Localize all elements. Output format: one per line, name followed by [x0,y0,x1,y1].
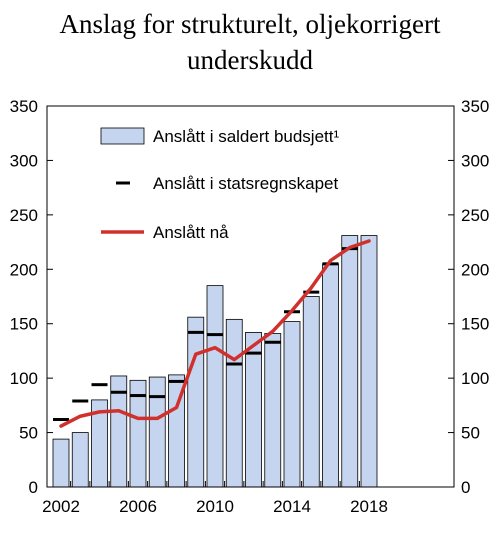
y-tick-label-right: 250 [461,206,489,225]
y-tick-label-right: 200 [461,260,489,279]
line-series [59,239,371,428]
x-tick-label-2010: 2010 [196,497,234,516]
bar-2010 [206,285,224,488]
y-tick-label-right: 150 [461,315,489,334]
legend-swatch-bar [100,127,145,145]
chart-title-line-1: Anslag for strukturelt, oljekorrigert [59,9,441,39]
bar-2007 [148,376,166,488]
legend-label-bar: Anslått i saldert budsjett¹ [153,127,339,146]
legend-label-line: Anslått nå [153,223,229,242]
y-tick-label-left: 0 [29,478,38,497]
chart-title: Anslag for strukturelt, oljekorrigert un… [0,6,500,78]
y-tick-label-left: 350 [10,97,38,116]
bar-2015 [302,296,320,488]
x-tick-label-2006: 2006 [119,497,157,516]
y-tick-label-left: 150 [10,315,38,334]
bar-2013 [264,333,282,488]
y-tick-label-right: 350 [461,97,489,116]
y-tick-label-left: 300 [10,151,38,170]
bar-2009 [187,316,205,488]
y-tick-label-right: 300 [461,151,489,170]
legend-label-marker: Anslått i statsregnskapet [153,174,338,193]
bar-2014 [283,321,301,488]
bar-2016 [322,263,339,488]
bar-2012 [245,332,262,488]
y-tick-label-left: 200 [10,260,38,279]
y-tick-label-right: 0 [461,478,470,497]
legend: Anslått i saldert budsjett¹ Anslått i sta… [100,127,339,242]
plot-frame [46,105,455,488]
bar-2011 [225,318,243,488]
bar-series [52,235,378,488]
x-tick-label-2002: 2002 [42,497,80,516]
y-tick-label-left: 50 [19,424,38,443]
bar-2003 [71,432,89,488]
x-tick-label-2014: 2014 [273,497,311,516]
y-tick-label-left: 250 [10,206,38,225]
y-tick-label-right: 50 [461,424,480,443]
plot-border [46,105,455,488]
axis-ticks: 0 0 50 50 100 100 150 150 200 200 250 250 300 300 350 3… [10,97,490,516]
y-tick-label-left: 100 [10,369,38,388]
x-tick-label-2018: 2018 [350,497,388,516]
y-tick-label-right: 100 [461,369,489,388]
chart-title-line-2: underskudd [187,45,313,75]
bar-2017 [341,235,359,488]
bar-2002 [52,438,70,488]
bar-2018 [360,235,378,488]
